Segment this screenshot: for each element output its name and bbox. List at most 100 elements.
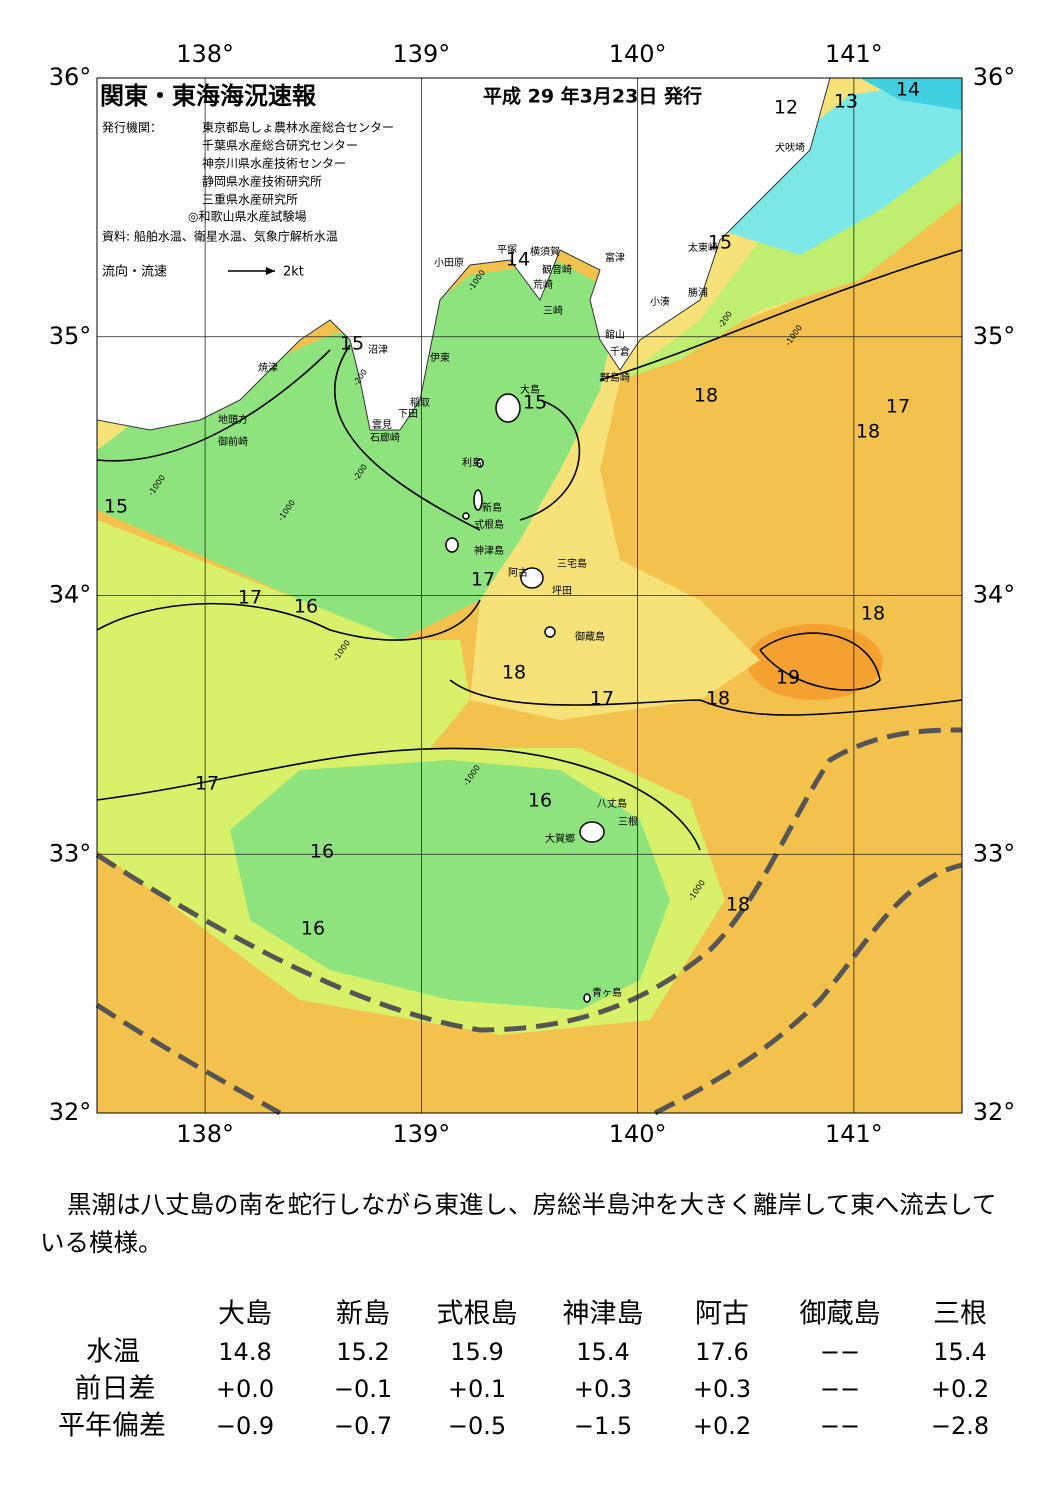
isotherm-label: 17 xyxy=(238,587,262,609)
isotherm-label: 18 xyxy=(706,688,730,710)
place-label: 三崎 xyxy=(543,304,563,317)
table-cell: +0.1 xyxy=(448,1375,506,1403)
place-label: 神津島 xyxy=(474,544,504,557)
place-label: 新島 xyxy=(482,501,502,514)
column-header: 阿古 xyxy=(695,1299,749,1330)
table-cell: −− xyxy=(820,1375,860,1403)
source: 資料: 船舶水温、衛星水温、気象庁解析水温 xyxy=(102,229,338,244)
table-cell: −0.7 xyxy=(334,1412,392,1440)
table-cell: −2.8 xyxy=(931,1412,989,1440)
place-label: 御蔵島 xyxy=(575,630,605,643)
table-cell: 15.9 xyxy=(450,1338,503,1366)
publisher: 静岡県水産技術研究所 xyxy=(202,174,322,189)
lat-tick-label: 36° xyxy=(973,63,1016,91)
isotherm-label: 12 xyxy=(774,97,798,119)
place-label: 焼津 xyxy=(258,362,278,374)
isotherm-label: 16 xyxy=(294,596,318,618)
lon-tick-label: 141° xyxy=(825,1120,883,1148)
place-label: 阿古 xyxy=(508,566,528,579)
publisher: 東京都島しょ農林水産総合センター xyxy=(202,120,394,135)
lon-tick-label: 138° xyxy=(176,1120,234,1148)
isotherm-label: 14 xyxy=(506,249,530,271)
place-label: 青ヶ島 xyxy=(592,986,622,999)
isotherms xyxy=(96,249,963,851)
lat-tick-label: 33° xyxy=(973,839,1016,867)
isotherm-label: 15 xyxy=(104,496,128,518)
place-label: 勝浦 xyxy=(688,286,708,299)
isotherm-label: 18 xyxy=(502,662,526,684)
column-header: 式根島 xyxy=(437,1299,518,1330)
lat-tick-label: 36° xyxy=(49,63,92,91)
place-label: 野島崎 xyxy=(600,371,630,384)
lat-tick-label: 34° xyxy=(973,581,1016,609)
place-label: 地頭方 xyxy=(218,413,248,426)
place-label: 犬吠埼 xyxy=(775,141,805,154)
table-cell: 17.6 xyxy=(695,1338,748,1366)
isotherm-label: 17 xyxy=(590,688,614,710)
table-cell: −1.5 xyxy=(574,1412,632,1440)
place-label: 大島 xyxy=(520,383,540,396)
isotherm-label: 16 xyxy=(528,790,552,812)
isotherm-label: 18 xyxy=(694,385,718,407)
table-cell: 14.8 xyxy=(218,1338,271,1366)
lon-tick-label: 140° xyxy=(609,40,667,68)
lon-tick-label: 141° xyxy=(825,40,883,68)
place-label: 坪田 xyxy=(552,584,572,597)
lon-tick-label: 140° xyxy=(609,1120,667,1148)
legend-label: 流向・流速 xyxy=(102,264,167,280)
map: 関東・東海海況速報 平成 29 年3月23日 発行 発行機関： 資料: 船舶水温… xyxy=(49,40,1016,1148)
row-label: 平年偏差 xyxy=(58,1411,166,1442)
table-cell: −− xyxy=(820,1412,860,1440)
lon-tick-label: 138° xyxy=(176,40,234,68)
lat-tick-label: 35° xyxy=(49,322,92,350)
kuroshio xyxy=(95,727,963,1116)
table-cell: −0.1 xyxy=(334,1375,392,1403)
place-label: 館山 xyxy=(605,328,625,341)
land xyxy=(96,77,831,431)
place-label: 沼津 xyxy=(368,343,388,356)
table-cell: 15.4 xyxy=(933,1338,986,1366)
table-cell: +0.3 xyxy=(574,1375,632,1403)
table-cell: +0.3 xyxy=(693,1375,751,1403)
isotherm-label: 15 xyxy=(708,232,732,254)
lat-tick-label: 34° xyxy=(49,581,92,609)
lat-tick-label: 33° xyxy=(49,839,92,867)
isotherm-label: 16 xyxy=(310,841,334,863)
table-cell: 15.2 xyxy=(336,1338,389,1366)
table-cell: +0.2 xyxy=(693,1412,751,1440)
row-label: 水温 xyxy=(86,1337,140,1368)
column-header: 大島 xyxy=(218,1299,272,1330)
lat-tick-label: 35° xyxy=(973,322,1016,350)
place-label: 御前崎 xyxy=(218,435,248,448)
legend-scale: 2kt xyxy=(283,265,304,280)
place-label: 三宅島 xyxy=(557,557,587,570)
isotherm-label: 18 xyxy=(861,603,885,625)
place-label: 大賀郷 xyxy=(545,832,575,845)
isotherm-label: 15 xyxy=(523,392,547,414)
table-cell: −− xyxy=(820,1338,860,1366)
row-label: 前日差 xyxy=(75,1374,156,1405)
summary: 黒潮は八丈島の南を蛇行しながら東進し、房総半島沖を大きく離岸して東へ流去している… xyxy=(40,1190,997,1257)
place-label: 利島 xyxy=(462,456,482,469)
place-label: 太東崎 xyxy=(688,241,718,254)
place-label: 観音崎 xyxy=(542,263,572,276)
publisher-label: 発行機関： xyxy=(102,120,162,135)
place-label: 雲見 xyxy=(372,419,392,431)
place-label: 石廊崎 xyxy=(370,431,400,444)
place-label: 小田原 xyxy=(434,257,464,269)
place-label: 式根島 xyxy=(474,518,504,531)
place-label: 荒崎 xyxy=(533,278,553,291)
column-header: 新島 xyxy=(336,1299,390,1330)
place-label: 三根 xyxy=(618,815,638,828)
publisher: 三重県水産研究所 xyxy=(202,192,298,207)
isotherm-label: 17 xyxy=(471,569,495,591)
isotherm-label: 16 xyxy=(301,918,325,940)
isotherm-label: 19 xyxy=(776,667,800,689)
isotherm-label: 17 xyxy=(195,773,219,795)
publisher: ◎和歌山県水産試験場 xyxy=(188,209,306,224)
lon-tick-label: 139° xyxy=(392,40,450,68)
table-cell: −0.9 xyxy=(216,1412,274,1440)
place-label: 横須賀 xyxy=(530,245,560,258)
